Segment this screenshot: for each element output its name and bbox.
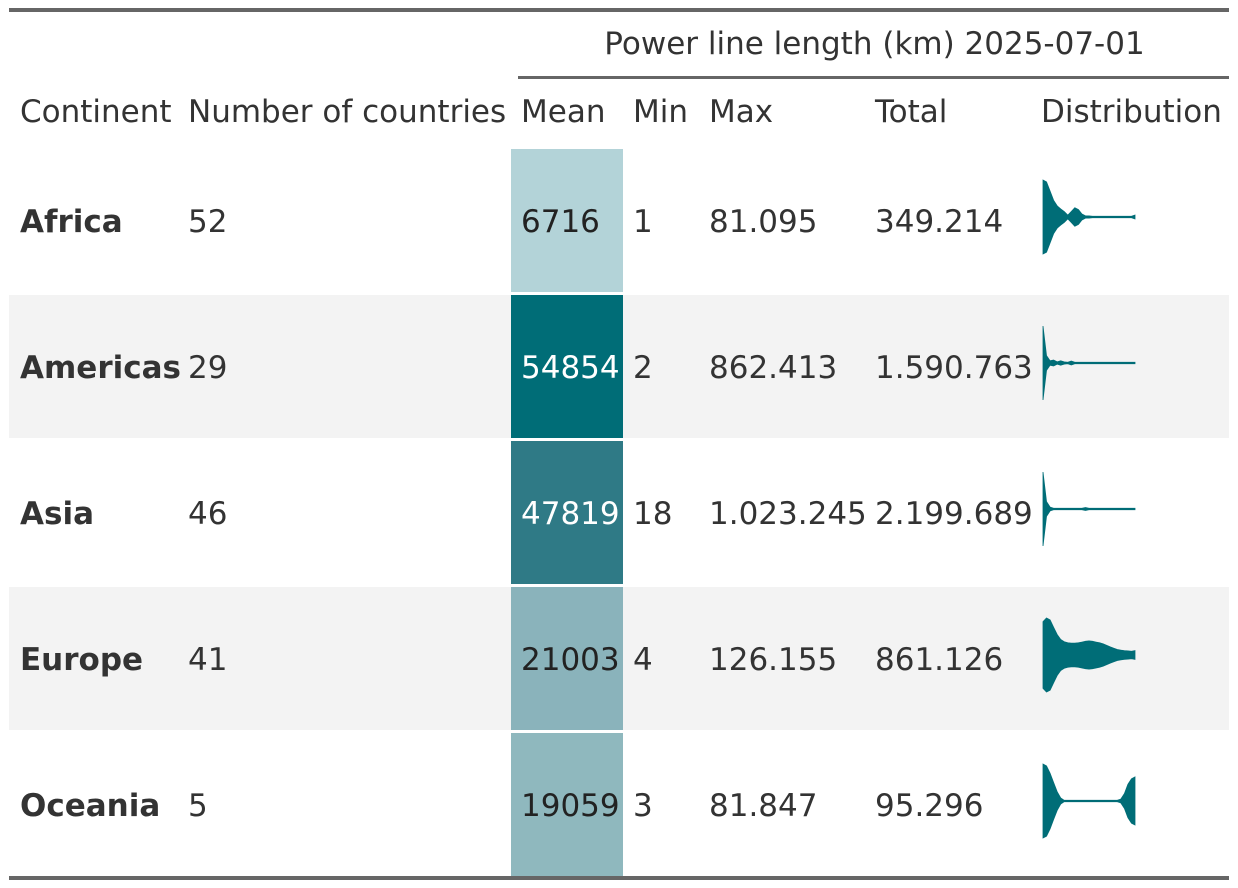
cell-mean: 6716: [521, 204, 600, 240]
distribution-violin: [1042, 325, 1136, 401]
header-distribution: Distribution: [1041, 94, 1222, 130]
cell-max: 81.095: [709, 204, 818, 240]
table-bottom-rule: [9, 876, 1229, 880]
cell-total: 2.199.689: [875, 496, 1033, 532]
cell-total: 95.296: [875, 788, 984, 824]
violin-shape: [1042, 471, 1136, 547]
header-countries: Number of countries: [188, 94, 507, 130]
spanner-rule: [518, 76, 1229, 79]
cell-total: 1.590.763: [875, 350, 1033, 386]
cell-min: 1: [633, 204, 653, 240]
violin-shape: [1042, 763, 1136, 839]
distribution-violin: [1042, 179, 1136, 255]
violin-shape: [1042, 179, 1136, 255]
cell-total: 861.126: [875, 642, 1004, 678]
header-mean: Mean: [521, 94, 606, 130]
cell-countries: 5: [188, 788, 208, 824]
spanner-label: Power line length (km) 2025-07-01: [604, 26, 1145, 62]
cell-mean: 21003: [521, 642, 620, 678]
distribution-violin: [1042, 471, 1136, 547]
cell-min: 4: [633, 642, 653, 678]
cell-continent: Europe: [20, 642, 144, 678]
cell-countries: 52: [188, 204, 228, 240]
cell-mean: 47819: [521, 496, 620, 532]
cell-min: 2: [633, 350, 653, 386]
cell-max: 1.023.245: [709, 496, 867, 532]
mean-cell-bg: [511, 733, 623, 876]
cell-max: 81.847: [709, 788, 818, 824]
header-total: Total: [875, 94, 948, 130]
cell-countries: 29: [188, 350, 228, 386]
distribution-violin: [1042, 763, 1136, 839]
cell-continent: Asia: [20, 496, 94, 532]
mean-cell-bg: [511, 441, 623, 584]
cell-total: 349.214: [875, 204, 1004, 240]
distribution-violin: [1042, 617, 1136, 693]
cell-countries: 46: [188, 496, 228, 532]
mean-cell-bg: [511, 149, 623, 292]
header-min: Min: [633, 94, 689, 130]
header-continent: Continent: [20, 94, 172, 130]
cell-continent: Americas: [20, 350, 181, 386]
cell-continent: Oceania: [20, 788, 161, 824]
cell-countries: 41: [188, 642, 228, 678]
violin-shape: [1042, 617, 1136, 693]
table-top-rule: [9, 8, 1229, 12]
cell-max: 126.155: [709, 642, 838, 678]
header-max: Max: [709, 94, 774, 130]
cell-mean: 54854: [521, 350, 620, 386]
cell-continent: Africa: [20, 204, 123, 240]
cell-mean: 19059: [521, 788, 620, 824]
mean-cell-bg: [511, 587, 623, 730]
cell-min: 18: [633, 496, 673, 532]
violin-shape: [1042, 325, 1136, 401]
mean-cell-bg: [511, 295, 623, 438]
cell-max: 862.413: [709, 350, 838, 386]
cell-min: 3: [633, 788, 653, 824]
